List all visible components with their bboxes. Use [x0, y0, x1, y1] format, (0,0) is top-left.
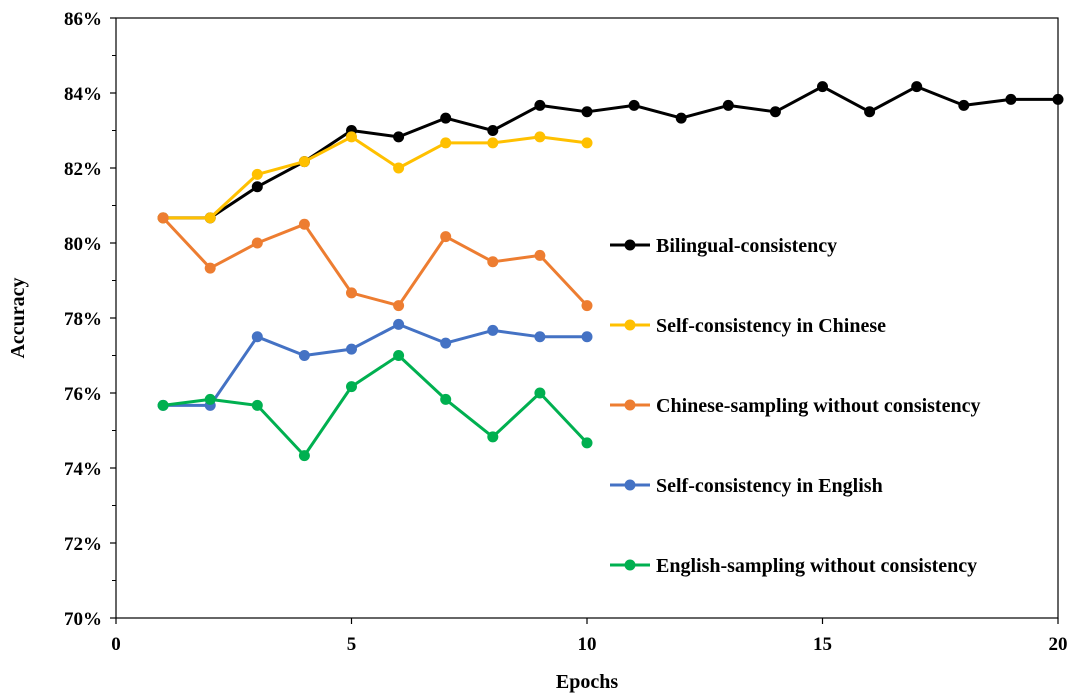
series-layer — [157, 81, 1064, 462]
legend: Bilingual-consistency Self-consistency in… — [610, 235, 980, 577]
data-point — [534, 131, 546, 143]
data-point — [298, 156, 310, 168]
y-tick-label: 80% — [64, 234, 102, 255]
data-point — [298, 450, 310, 462]
data-point — [204, 393, 216, 405]
data-point — [817, 81, 828, 93]
data-point — [346, 343, 357, 355]
y-tick-label: 70% — [64, 609, 102, 630]
data-point — [1052, 93, 1064, 105]
data-point — [440, 337, 452, 349]
data-point — [440, 231, 452, 243]
data-point — [440, 393, 452, 405]
data-point — [346, 381, 357, 393]
data-point — [581, 437, 593, 449]
legend-label: English-sampling without consistency — [656, 555, 977, 577]
series-5 — [157, 350, 593, 462]
legend-label: Self-consistency in Chinese — [656, 315, 886, 337]
data-point — [487, 125, 499, 136]
data-point — [393, 162, 405, 174]
x-axis: 0 5 10 15 20 — [111, 618, 1068, 655]
data-point — [1005, 93, 1017, 105]
data-point — [204, 212, 216, 224]
data-point — [487, 256, 499, 268]
data-point — [393, 300, 405, 312]
y-tick-label: 74% — [64, 459, 102, 480]
data-point — [440, 112, 452, 124]
data-point — [581, 300, 593, 312]
y-axis: 70% 72% 74% 76% 78% 80% 82% 84% 86% — [64, 9, 116, 630]
x-tick-label: 5 — [347, 634, 357, 655]
legend-marker — [624, 479, 636, 491]
data-point — [440, 137, 452, 149]
data-point — [157, 212, 169, 224]
data-point — [298, 350, 310, 361]
data-point — [534, 99, 546, 111]
data-point — [251, 237, 263, 249]
y-tick-label: 78% — [64, 309, 102, 330]
data-point — [251, 331, 263, 343]
data-point — [675, 112, 687, 124]
legend-label: Bilingual-consistency — [656, 235, 837, 257]
series-1 — [157, 81, 1064, 224]
data-point — [487, 137, 499, 149]
legend-item: English-sampling without consistency — [610, 555, 977, 577]
data-point — [251, 168, 263, 180]
data-point — [393, 131, 405, 143]
legend-label: Chinese-sampling without consistency — [656, 395, 980, 417]
legend-item: Self-consistency in Chinese — [610, 315, 886, 337]
series-line — [163, 85, 1058, 220]
data-point — [487, 431, 499, 443]
y-tick-label: 84% — [64, 84, 102, 105]
legend-marker — [624, 319, 636, 331]
data-point — [581, 137, 593, 149]
y-tick-label: 86% — [64, 9, 102, 30]
x-tick-label: 15 — [813, 634, 832, 655]
legend-item: Chinese-sampling without consistency — [610, 395, 980, 417]
data-point — [487, 324, 499, 336]
data-point — [722, 99, 734, 111]
data-point — [346, 287, 357, 299]
x-tick-label: 0 — [111, 634, 121, 655]
series-line — [163, 135, 588, 220]
data-point — [769, 106, 781, 118]
data-point — [534, 249, 546, 261]
x-tick-label: 20 — [1049, 634, 1068, 655]
series-line — [163, 322, 587, 407]
series-3 — [157, 212, 593, 312]
data-point — [534, 387, 546, 399]
series-line — [162, 354, 589, 458]
legend-label: Self-consistency in English — [656, 475, 883, 497]
x-tick-label: 10 — [578, 634, 597, 655]
data-point — [911, 81, 923, 93]
data-point — [346, 131, 357, 143]
legend-marker — [624, 239, 636, 251]
y-axis-title: Accuracy — [7, 277, 29, 358]
x-axis-title: Epochs — [556, 671, 618, 693]
data-point — [251, 399, 263, 411]
data-point — [251, 181, 263, 193]
y-tick-label: 76% — [64, 384, 102, 405]
data-point — [958, 99, 970, 111]
series-line — [162, 216, 589, 308]
data-point — [298, 218, 310, 230]
data-point — [393, 350, 405, 361]
data-point — [204, 262, 216, 274]
data-point — [581, 106, 593, 118]
data-point — [157, 399, 169, 411]
series-4 — [157, 318, 593, 411]
data-point — [628, 99, 640, 111]
data-point — [864, 106, 876, 118]
legend-marker — [624, 399, 636, 411]
y-tick-label: 82% — [64, 159, 102, 180]
data-point — [581, 331, 593, 343]
data-point — [534, 331, 546, 343]
legend-marker — [624, 559, 636, 571]
legend-item: Self-consistency in English — [610, 475, 883, 497]
y-tick-label: 72% — [64, 534, 102, 555]
data-point — [393, 318, 405, 330]
legend-item: Bilingual-consistency — [610, 235, 837, 257]
